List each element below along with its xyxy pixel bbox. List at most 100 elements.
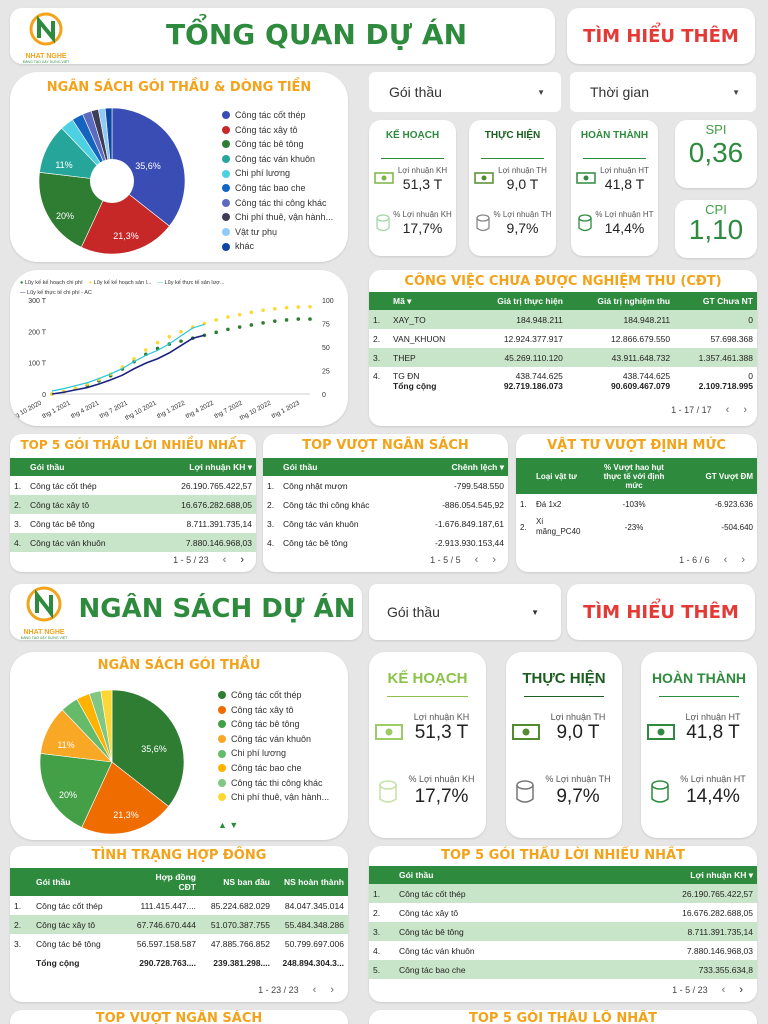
table-row[interactable]: 3. Công tác bê tông 8.711.391.735,14 xyxy=(14,518,252,529)
chevron-right-icon[interactable]: › xyxy=(739,984,743,996)
section2-title: NGÂN SÁCH DỰ ÁN xyxy=(78,594,356,624)
logo: NHAT NGHE ĐÀNG TẠO XÂY DỰNG VIỆT xyxy=(18,12,74,64)
data-point xyxy=(284,305,289,310)
x-tick: thg 4 2022 xyxy=(185,399,216,420)
pie-slice[interactable] xyxy=(100,689,113,763)
table-row[interactable]: 3. Công tác bê tông 56.597.158.587 47.885.7… xyxy=(14,938,344,949)
table-row[interactable]: 2. Công tác xây tô 16.676.282.688,05 xyxy=(373,907,753,918)
pie-slice[interactable] xyxy=(39,753,113,828)
table-row[interactable]: 2. Xi măng_PC40 -23% -504.640 xyxy=(520,517,753,536)
col-header-difference[interactable]: Chênh lệch ▾ xyxy=(405,458,508,476)
legend-item: Công tác xây tô xyxy=(222,123,333,138)
col-header-package[interactable]: Gói thầu xyxy=(279,458,406,476)
table-row[interactable]: 2. Công tác xây tô 67.746.670.444 51.070.38… xyxy=(10,915,348,934)
data-point xyxy=(226,315,230,319)
bottom-loss-card: TOP 5 GÓI THẦU LỖ NHẤT xyxy=(369,1010,757,1024)
table-row[interactable]: 1. Công nhật mượn -799.548.550 xyxy=(267,480,504,491)
data-point xyxy=(179,329,183,334)
legend-label: Chi phí thuê, vận hành... xyxy=(231,792,330,803)
col-header-profit[interactable]: Lợi nhuận KH ▾ xyxy=(144,458,256,476)
kpi-plan-card: KẾ HOẠCH Lợi nhuận KH 51,3 T % Lợi nhuận… xyxy=(369,120,456,256)
s2-kpi-plan-card: KẾ HOẠCH Lợi nhuận KH 51,3 T % Lợi nhuận… xyxy=(369,652,486,838)
chevron-left-icon[interactable]: ‹ xyxy=(721,984,726,996)
legend-label: Công tác xây tô xyxy=(231,704,294,715)
chevron-left-icon[interactable]: ‹ xyxy=(222,554,227,566)
s2-kpi-complete-percent-label: % Lợi nhuận HT xyxy=(680,774,746,784)
pie-label-1: 35,6% xyxy=(135,161,161,171)
pie-slice[interactable] xyxy=(111,689,185,807)
legend-item-plan-output: ● Lũy kế kế hoạch sản l... xyxy=(88,280,152,286)
legend-label: Chi phí lương xyxy=(235,168,290,179)
table-row[interactable]: 1. Công tác cốt thép 111.415.447.... 85.224… xyxy=(14,900,344,911)
legend-label: Công tác bao che xyxy=(231,762,302,773)
col-header-profit[interactable]: Lợi nhuận KH ▾ xyxy=(581,866,757,884)
pie-slice[interactable] xyxy=(80,180,170,255)
col-header-package[interactable]: Gói thầu xyxy=(395,866,582,884)
pie-label-2: 21,3% xyxy=(113,231,139,241)
material-pager: 1 - 6 / 6 ‹ › xyxy=(679,554,745,566)
table-row[interactable]: 4. Công tác ván khuôn 7.880.146.968,03 xyxy=(10,533,256,552)
time-filter[interactable]: Thời gian ▼ xyxy=(570,72,756,112)
table-row[interactable]: 2. Công tác xây tô 16.676.282.688,05 xyxy=(10,495,256,514)
table-row[interactable]: 4. Công tác bê tông -2.913.930.153,44 xyxy=(267,537,504,548)
col-header-material[interactable]: Loại vật tư xyxy=(532,458,592,494)
chevron-left-icon[interactable]: ‹ xyxy=(474,554,479,566)
legend-item: Vật tư phụ xyxy=(222,225,333,240)
col-header-contract[interactable]: Hợp đồng CĐT xyxy=(132,868,200,896)
section2-goithau-filter[interactable]: Gói thầu ▼ xyxy=(369,584,561,640)
kpi-plan-title: KẾ HOẠCH xyxy=(385,130,440,141)
legend-item: Công tác thi công khác xyxy=(218,776,329,791)
table-row[interactable]: 1. Công tác cốt thép 26.190.765.422,57 xyxy=(369,884,757,903)
section2-learn-more-button[interactable]: TÌM HIỂU THÊM xyxy=(567,584,755,640)
table-row[interactable]: 4. TG ĐN 438.744.625 438.744.625 0 xyxy=(373,371,753,381)
table-header: Gói thầu Chênh lệch ▾ xyxy=(263,458,508,476)
col-header-initial-budget[interactable]: NS ban đầu xyxy=(200,868,274,896)
chevron-right-icon[interactable]: › xyxy=(330,984,334,996)
table-row[interactable]: 1. Công tác cốt thép 26.190.765.422,57 xyxy=(14,480,252,491)
top5-profit-card: TOP 5 GÓI THẦU LỜI NHIỀU NHẤT Gói thầu Lợ… xyxy=(10,434,256,572)
table-row[interactable]: 3. Công tác ván khuôn -1.676.849.187,61 xyxy=(267,518,504,529)
col-header-unaccepted[interactable]: GT Chưa NT xyxy=(674,292,757,310)
legend-pager[interactable]: ▲ ▼ xyxy=(218,820,239,830)
y-right-tick: 75 xyxy=(322,322,330,329)
table-row[interactable]: 4. Công tác ván khuôn 7.880.146.968,03 xyxy=(373,945,753,956)
data-point xyxy=(167,334,172,339)
learn-more-label: TÌM HIỂU THÊM xyxy=(583,601,739,623)
table-header: Loại vật tư% Vượt hao hụt thực tế với đị… xyxy=(516,458,757,494)
goithau-filter[interactable]: Gói thầu ▼ xyxy=(369,72,561,112)
chevron-left-icon[interactable]: ‹ xyxy=(725,404,730,416)
table-row[interactable]: 1. Đá 1x2 -103% -6.923.636 xyxy=(520,499,753,509)
kpi-actual-profit-label: Lợi nhuận TH xyxy=(498,166,547,175)
chevron-left-icon[interactable]: ‹ xyxy=(723,554,728,566)
table-row[interactable]: 3. THEP 45.269.110.120 43.911.648.732 1.357.… xyxy=(369,348,757,367)
col-header-code[interactable]: Mã ▾ xyxy=(389,292,470,310)
chevron-right-icon[interactable]: › xyxy=(743,404,747,416)
table-row[interactable]: 1. XAY_TO 184.948.211 184.948.211 0 xyxy=(369,310,757,329)
material-over-table: Loại vật tư% Vượt hao hụt thực tế với đị… xyxy=(516,458,757,540)
col-header-package[interactable]: Gói thầu xyxy=(26,458,145,476)
table-header: Mã ▾ Giá trị thực hiện Giá trị nghiệm th… xyxy=(369,292,757,310)
y-left-tick: 300 T xyxy=(28,298,46,305)
chevron-right-icon[interactable]: › xyxy=(492,554,496,566)
table-row[interactable]: 5. Công tác bao che 733.355.634,8 xyxy=(369,960,757,979)
col-header-overrun-percent[interactable]: % Vượt hao hụt thực tế với định mức xyxy=(592,458,676,494)
legend-label: Công tác bao che xyxy=(235,182,306,193)
table-row[interactable]: 2. VAN_KHUON 12.924.377.917 12.866.679.550 5… xyxy=(373,333,753,344)
col-header-accepted-value[interactable]: Giá trị nghiệm thu xyxy=(566,292,675,310)
legend-label: Công tác ván khuôn xyxy=(231,733,312,744)
col-header-package[interactable]: Gói thầu xyxy=(32,868,133,896)
chevron-left-icon[interactable]: ‹ xyxy=(312,984,317,996)
col-header-overrun-value[interactable]: GT Vượt ĐM xyxy=(676,458,757,494)
legend-item: Công tác thi công khác xyxy=(222,196,333,211)
col-header-done-value[interactable]: Giá trị thực hiện xyxy=(469,292,567,310)
header-card: NHAT NGHE ĐÀNG TẠO XÂY DỰNG VIỆT TỔNG QU… xyxy=(10,8,555,64)
col-header-final-budget[interactable]: NS hoàn thành xyxy=(274,868,348,896)
chevron-right-icon[interactable]: › xyxy=(741,554,745,566)
pie-slice[interactable] xyxy=(81,761,170,835)
chevron-right-icon[interactable]: › xyxy=(240,554,244,566)
learn-more-button[interactable]: TÌM HIỂU THÊM xyxy=(567,8,755,64)
pie-slice[interactable] xyxy=(111,107,186,227)
pager-text: 1 - 5 / 5 xyxy=(430,555,461,565)
table-row[interactable]: 2. Công tác thi công khác -886.054.545,92 xyxy=(267,499,504,510)
table-row[interactable]: 3. Công tác bê tông 8.711.391.735,14 xyxy=(369,922,757,941)
